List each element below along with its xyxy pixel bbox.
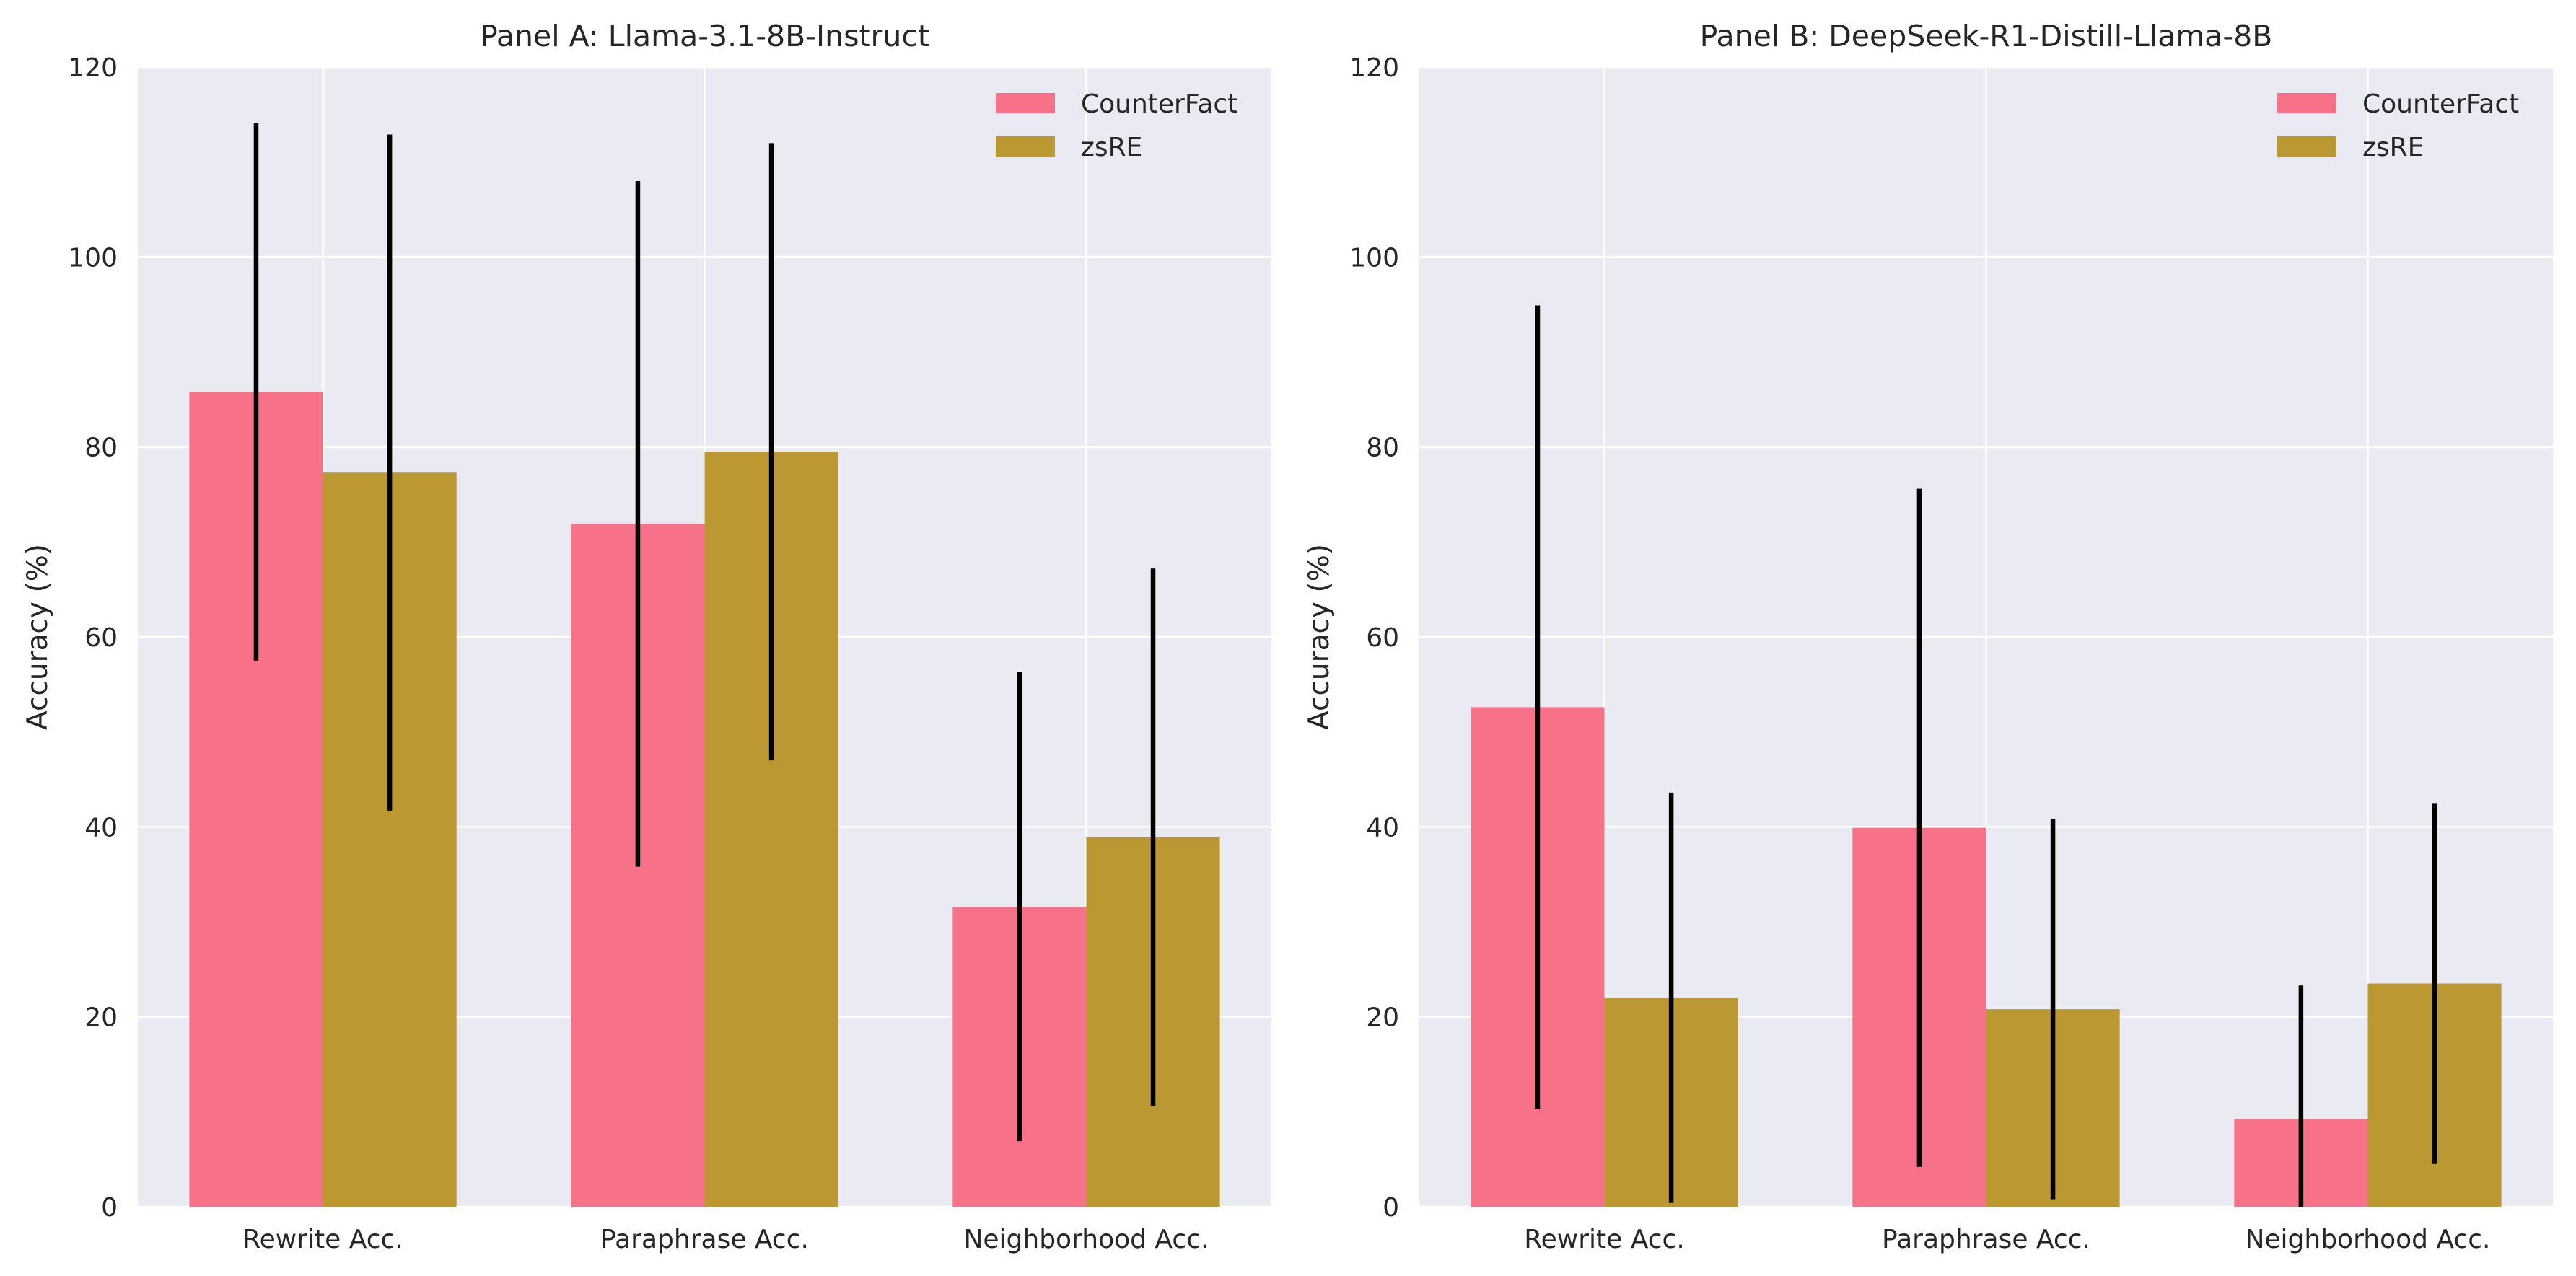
y-tick-label: 0 <box>101 1193 118 1223</box>
x-tick-label: Rewrite Acc. <box>1524 1225 1685 1254</box>
y-tick-label: 100 <box>1349 243 1399 273</box>
y-tick-label: 60 <box>1366 623 1399 653</box>
bars <box>189 392 1220 1207</box>
legend-swatch <box>2277 136 2336 157</box>
panel-a: 0 20 40 60 80 100 120 Rewrite Acc. Paraphrase Ac… <box>22 19 1271 1254</box>
x-tick-label: Rewrite Acc. <box>242 1225 403 1254</box>
legend: CounterFact zsRE <box>2277 89 2519 162</box>
x-tick-label: Paraphrase Acc. <box>600 1225 809 1254</box>
y-axis-label: Accuracy (%) <box>22 544 54 730</box>
legend-swatch <box>996 136 1055 157</box>
legend-label: CounterFact <box>2362 89 2519 119</box>
y-tick-label: 20 <box>1366 1003 1399 1033</box>
y-tick-label: 20 <box>84 1003 118 1033</box>
error-bars <box>253 123 1156 1142</box>
legend-label: zsRE <box>1081 133 1142 162</box>
y-tick-label: 80 <box>84 434 118 463</box>
y-tick-label: 100 <box>68 243 118 273</box>
y-axis-label: Accuracy (%) <box>1303 544 1336 730</box>
panel-b: 0 20 40 60 80 100 120 Rewrite Acc. Paraphrase Ac… <box>1303 19 2553 1254</box>
legend-label: zsRE <box>2362 133 2424 162</box>
error-bars <box>1535 305 2437 1207</box>
legend-label: CounterFact <box>1081 89 1237 119</box>
y-tick-label: 120 <box>68 53 118 83</box>
panel-title: Panel B: DeepSeek-R1-Distill-Llama-8B <box>1700 19 2273 53</box>
y-tick-label: 80 <box>1366 434 1399 463</box>
y-tick-label: 40 <box>84 813 118 842</box>
legend: CounterFact zsRE <box>996 89 1237 162</box>
y-tick-label: 0 <box>1383 1193 1399 1223</box>
panel-title: Panel A: Llama-3.1-8B-Instruct <box>480 19 929 53</box>
x-tick-label: Neighborhood Acc. <box>963 1225 1209 1254</box>
y-tick-label: 60 <box>84 623 118 653</box>
y-tick-label: 120 <box>1349 53 1399 83</box>
x-tick-label: Neighborhood Acc. <box>2245 1225 2490 1254</box>
y-tick-label: 40 <box>1366 813 1399 842</box>
legend-swatch <box>996 93 1055 113</box>
legend-swatch <box>2277 93 2336 113</box>
x-tick-label: Paraphrase Acc. <box>1882 1225 2090 1254</box>
